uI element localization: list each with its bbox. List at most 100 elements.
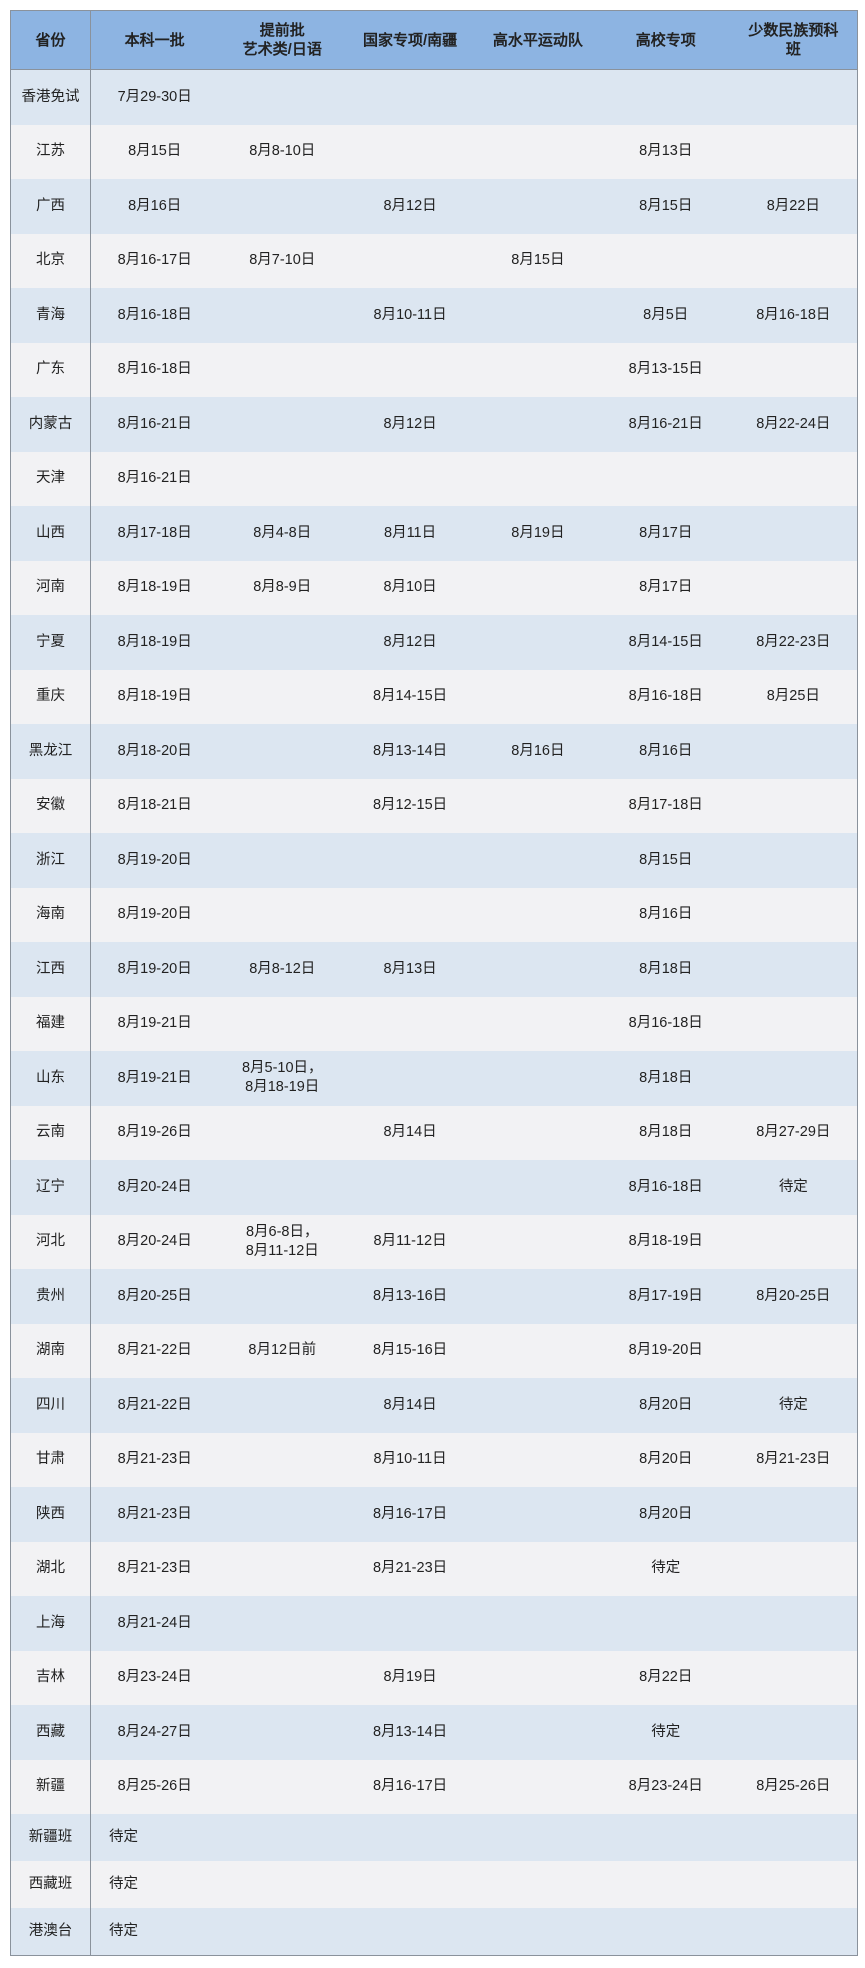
date-cell [218,669,347,724]
date-cell: 8月25日 [729,669,858,724]
table-row: 湖南 8月21-22日 8月12日前 8月15-16日 8月19-20日 [10,1323,858,1378]
date-cell [346,124,474,179]
province-cell: 新疆 [10,1759,91,1814]
province-cell: 山西 [10,506,91,561]
date-cell: 8月27-29日 [729,1105,858,1160]
date-cell [473,288,602,343]
date-cell [218,996,347,1051]
date-cell: 8月12-15日 [346,778,474,833]
date-cell [218,69,347,125]
date-cell [218,1432,347,1487]
date-cell [218,451,347,506]
date-cell [218,1705,347,1760]
date-cell: 8月18-19日 [601,1214,730,1269]
date-cell [729,1908,858,1956]
table-row: 宁夏 8月18-19日 8月12日 8月14-15日 8月22-23日 [10,615,858,670]
table-row: 香港免试 7月29-30日 [10,69,858,125]
table-row: 天津 8月16-21日 [10,451,858,506]
date-cell [601,69,730,125]
date-cell: 8月16-21日 [601,397,730,452]
date-cell [729,451,858,506]
date-cell: 8月25-26日 [729,1759,858,1814]
date-cell [473,615,602,670]
date-cell: 8月19-26日 [90,1105,219,1160]
province-cell: 黑龙江 [10,724,91,779]
date-cell [218,615,347,670]
date-cell [729,996,858,1051]
date-cell [729,778,858,833]
province-cell: 西藏 [10,1705,91,1760]
header-row: 省份 本科一批 提前批 艺术类/日语 国家专项/南疆 高水平运动队 高校专项 少数民族预科 … [10,10,858,70]
date-cell [729,1861,858,1908]
date-cell: 8月22-23日 [729,615,858,670]
date-cell: 8月5-10日， 8月18-19日 [218,1051,347,1106]
table-row: 新疆 8月25-26日 8月16-17日 8月23-24日 8月25-26日 [10,1759,858,1814]
date-cell: 8月16-17日 [346,1759,474,1814]
date-cell [473,996,602,1051]
date-cell [473,1596,602,1651]
table-row: 吉林 8月23-24日 8月19日 8月22日 [10,1650,858,1705]
date-cell [218,1814,347,1861]
date-cell: 8月20-24日 [90,1160,219,1215]
date-cell: 8月21-24日 [90,1596,219,1651]
date-cell: 8月17-18日 [601,778,730,833]
date-cell: 8月10日 [346,560,474,615]
table-row: 河南 8月18-19日 8月8-9日 8月10日 8月17日 [10,560,858,615]
date-cell: 8月19-20日 [90,833,219,888]
date-cell [473,1160,602,1215]
date-cell [601,233,730,288]
date-cell: 8月22日 [729,179,858,234]
date-cell: 8月14-15日 [346,669,474,724]
date-cell: 8月16-21日 [90,451,219,506]
date-cell: 8月16-18日 [601,1160,730,1215]
date-cell: 8月7-10日 [218,233,347,288]
province-cell: 海南 [10,887,91,942]
date-cell [729,124,858,179]
date-cell: 8月16-18日 [90,342,219,397]
table-row: 上海 8月21-24日 [10,1596,858,1651]
date-cell [473,397,602,452]
date-cell: 8月13-14日 [346,1705,474,1760]
admission-schedule-table: 省份 本科一批 提前批 艺术类/日语 国家专项/南疆 高水平运动队 高校专项 少数民族预科 … [10,10,858,1956]
date-cell [601,1596,730,1651]
province-cell: 河南 [10,560,91,615]
date-cell [346,1596,474,1651]
province-cell: 河北 [10,1214,91,1269]
date-cell [473,69,602,125]
date-cell: 8月17-18日 [90,506,219,561]
date-cell: 8月13日 [346,942,474,997]
date-cell: 8月16日 [601,887,730,942]
date-cell: 8月19-20日 [90,887,219,942]
date-cell: 8月16-18日 [601,996,730,1051]
date-cell [473,778,602,833]
date-cell: 8月8-9日 [218,560,347,615]
table-row: 青海 8月16-18日 8月10-11日 8月5日 8月16-18日 [10,288,858,343]
date-cell [729,560,858,615]
date-cell: 8月22日 [601,1650,730,1705]
province-cell: 青海 [10,288,91,343]
province-cell: 辽宁 [10,1160,91,1215]
province-cell: 香港免试 [10,69,91,125]
date-cell: 8月18-19日 [90,669,219,724]
date-cell: 8月12日 [346,397,474,452]
province-cell: 山东 [10,1051,91,1106]
date-cell: 8月12日 [346,179,474,234]
date-cell [346,1814,474,1861]
date-cell: 8月21-23日 [729,1432,858,1487]
column-header: 高校专项 [601,10,730,70]
table-row: 陕西 8月21-23日 8月16-17日 8月20日 [10,1487,858,1542]
date-cell: 8月16日 [90,179,219,234]
province-cell: 甘肃 [10,1432,91,1487]
date-cell [473,560,602,615]
province-cell: 北京 [10,233,91,288]
table-row: 安徽 8月18-21日 8月12-15日 8月17-18日 [10,778,858,833]
date-cell: 待定 [601,1541,730,1596]
date-cell: 8月21-23日 [90,1432,219,1487]
province-cell: 上海 [10,1596,91,1651]
province-cell: 湖南 [10,1323,91,1378]
date-cell [729,1541,858,1596]
date-cell [473,1705,602,1760]
date-cell: 8月15日 [90,124,219,179]
date-cell [218,1596,347,1651]
date-cell: 8月14-15日 [601,615,730,670]
